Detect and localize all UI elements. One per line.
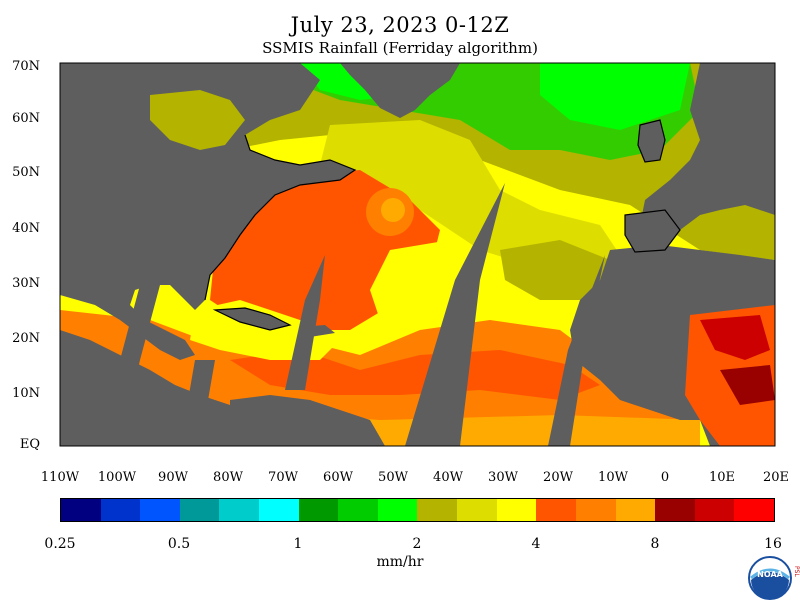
scale-label-4: 4: [531, 536, 541, 552]
color-swatch-5: [219, 499, 260, 521]
lon-label-20w: 20W: [543, 470, 573, 485]
rain-olive-central: [500, 240, 610, 300]
land-north-america: [60, 63, 355, 360]
data-gap-swath-4: [405, 183, 505, 446]
land-cuba: [215, 308, 290, 330]
color-swatch-6: [259, 499, 299, 521]
lon-label-50w: 50W: [378, 470, 408, 485]
scale-label-2: 2: [412, 536, 422, 552]
land-uk: [638, 120, 665, 162]
lon-label-80w: 80W: [213, 470, 243, 485]
data-gap-swath-3: [285, 255, 325, 390]
lon-label-110w: 110W: [40, 470, 80, 485]
color-swatch-15: [615, 499, 656, 521]
color-swatch-4: [179, 499, 220, 521]
data-gap-swath-2: [180, 360, 215, 446]
scale-label-0-5: 0.5: [167, 536, 191, 552]
lon-label-20e: 20E: [762, 470, 790, 485]
lon-label-10w: 10W: [598, 470, 628, 485]
map-frame: [59, 62, 776, 447]
lat-label-40n: 40N: [12, 221, 40, 236]
lat-label-50n: 50N: [12, 165, 40, 180]
scale-label-8: 8: [650, 536, 660, 552]
lon-label-100w: 100W: [97, 470, 137, 485]
lon-label-30w: 30W: [488, 470, 518, 485]
land-south-america: [230, 395, 385, 446]
color-swatch-7: [298, 499, 339, 521]
psl-text: PSL: [793, 566, 800, 577]
map-title: July 23, 2023 0-12Z: [290, 13, 510, 37]
color-swatch-10: [417, 499, 458, 521]
color-swatch-3: [140, 499, 180, 521]
noaa-logo: NOAA: [748, 556, 792, 600]
color-swatch-9: [377, 499, 418, 521]
scale-label-0-25: 0.25: [44, 536, 76, 552]
land-hudson-bay-water: [150, 90, 245, 150]
rain-bright-green-2: [540, 63, 690, 130]
color-swatch-18: [734, 499, 774, 521]
rain-yellow-north: [320, 120, 620, 275]
lon-label-0: 0: [660, 470, 670, 485]
lon-label-10e: 10E: [708, 470, 736, 485]
psl-mark: PSL: [793, 566, 800, 579]
scale-label-1: 1: [293, 536, 303, 552]
lon-label-90w: 90W: [158, 470, 188, 485]
land-greenland: [340, 63, 460, 118]
coastline: [204, 119, 681, 331]
lat-label-60n: 60N: [12, 111, 40, 126]
color-swatch-13: [536, 499, 576, 521]
color-scale-bar: [60, 498, 775, 522]
scale-label-16: 16: [764, 536, 782, 552]
unit-label: mm/hr: [376, 554, 424, 570]
rain-africa-dark: [700, 315, 770, 360]
land-europe: [640, 63, 775, 235]
lon-label-60w: 60W: [323, 470, 353, 485]
lat-label-eq: EQ: [19, 437, 40, 452]
land-iberia: [625, 210, 680, 252]
lon-label-70w: 70W: [268, 470, 298, 485]
color-swatch-1: [61, 499, 101, 521]
rain-africa-dark-2: [720, 365, 775, 405]
color-swatch-17: [694, 499, 735, 521]
noaa-logo-text: NOAA: [757, 570, 783, 579]
rain-orange-red-south: [230, 350, 600, 400]
color-swatch-8: [338, 499, 378, 521]
lat-label-30n: 30N: [12, 276, 40, 291]
storm-swirl-inner: [381, 198, 405, 222]
data-gap-swath-5: [548, 255, 605, 446]
lat-label-70n: 70N: [12, 59, 40, 74]
lon-label-40w: 40W: [433, 470, 463, 485]
color-swatch-12: [496, 499, 537, 521]
color-swatch-2: [100, 499, 141, 521]
data-gap-swath-1: [100, 285, 160, 446]
color-swatch-14: [575, 499, 616, 521]
color-swatch-16: [655, 499, 695, 521]
color-swatch-11: [457, 499, 497, 521]
lat-label-20n: 20N: [12, 331, 40, 346]
map-subtitle: SSMIS Rainfall (Ferriday algorithm): [262, 39, 538, 57]
lat-label-10n: 10N: [12, 386, 40, 401]
